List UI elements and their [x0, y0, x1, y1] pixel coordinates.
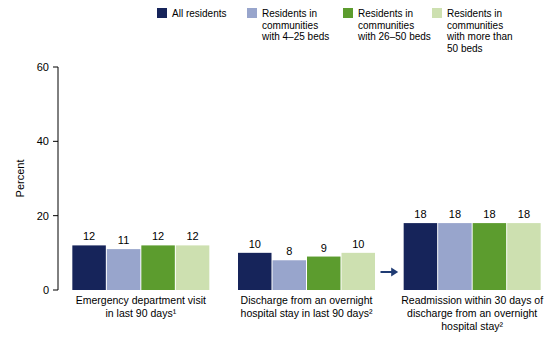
data-label: 11: [118, 234, 129, 246]
bar: [176, 245, 210, 290]
bar: [72, 245, 106, 290]
text-line: communities: [358, 20, 414, 31]
text-line: Residents in: [358, 8, 413, 19]
y-tick-label: 40: [37, 135, 49, 147]
x-tick-label: Emergency department visitin last 90 day…: [76, 294, 206, 319]
x-tick-label: Discharge from an overnighthospital stay…: [241, 294, 373, 319]
data-label: 10: [352, 238, 364, 250]
bar: [473, 223, 507, 290]
y-axis-label: Percent: [14, 160, 26, 198]
bars: [72, 223, 540, 290]
y-tick: [53, 290, 58, 291]
data-label: 12: [83, 230, 95, 242]
data-labels: 12 11 12 12 10 8 9 10 18 18 18 18: [83, 208, 530, 257]
text-line: communities: [447, 20, 503, 31]
text-line: with 26–50 beds: [357, 31, 431, 42]
data-label: 18: [518, 208, 530, 220]
text-line: discharge from an overnight: [407, 307, 537, 319]
data-label: 18: [449, 208, 461, 220]
bar: [307, 257, 341, 290]
bar: [438, 223, 472, 290]
y-tick: [53, 67, 58, 68]
legend-label: Residents incommunitieswith 4–25 beds: [261, 8, 329, 42]
bar: [141, 245, 175, 290]
x-tick-label: Readmission within 30 days ofdischarge f…: [401, 294, 543, 332]
legend-swatch: [247, 8, 257, 18]
legend-swatch: [343, 8, 353, 18]
legend-swatch: [157, 8, 167, 18]
data-label: 10: [249, 238, 261, 250]
y-tick: [53, 215, 58, 216]
y-axis: [58, 67, 59, 290]
bar: [107, 249, 141, 290]
legend-label: Residents incommunitieswith 26–50 beds: [357, 8, 431, 42]
text-line: Emergency department visit: [76, 294, 206, 306]
text-line: 50 beds: [447, 43, 483, 54]
text-line: in last 90 days¹: [106, 307, 177, 319]
data-label: 9: [321, 242, 327, 254]
legend-swatch: [432, 8, 442, 18]
data-label: 12: [152, 230, 164, 242]
data-label: 18: [414, 208, 426, 220]
text-line: Discharge from an overnight: [241, 294, 373, 306]
y-tick: [53, 141, 58, 142]
bar: [404, 223, 438, 290]
data-label: 18: [483, 208, 495, 220]
data-label: 8: [286, 245, 292, 257]
data-label: 12: [186, 230, 198, 242]
text-line: Readmission within 30 days of: [401, 294, 543, 306]
legend-label: Residents incommunitieswith more than50 …: [446, 8, 513, 54]
text-line: Residents in: [447, 8, 502, 19]
bar: [507, 223, 540, 290]
arrow-head: [391, 268, 398, 277]
legend-label: All residents: [172, 8, 226, 19]
bar: [238, 253, 272, 290]
text-line: with more than: [446, 31, 513, 42]
legend: All residentsResidents incommunitieswith…: [157, 8, 513, 54]
bar: [342, 253, 376, 290]
chart: 0 20 40 60 Percent 12 11 12 12 10 8 9 10 18 18 18 18 Emer…: [0, 0, 560, 347]
y-tick-label: 0: [43, 284, 49, 296]
text-line: All residents: [172, 8, 226, 19]
text-line: Residents in: [262, 8, 317, 19]
y-tick-label: 20: [37, 210, 49, 222]
text-line: hospital stay in last 90 days²: [241, 307, 373, 319]
y-tick-label: 60: [37, 61, 49, 73]
text-line: hospital stay²: [441, 320, 503, 332]
bar: [273, 260, 307, 290]
text-line: communities: [262, 20, 318, 31]
text-line: with 4–25 beds: [261, 31, 329, 42]
